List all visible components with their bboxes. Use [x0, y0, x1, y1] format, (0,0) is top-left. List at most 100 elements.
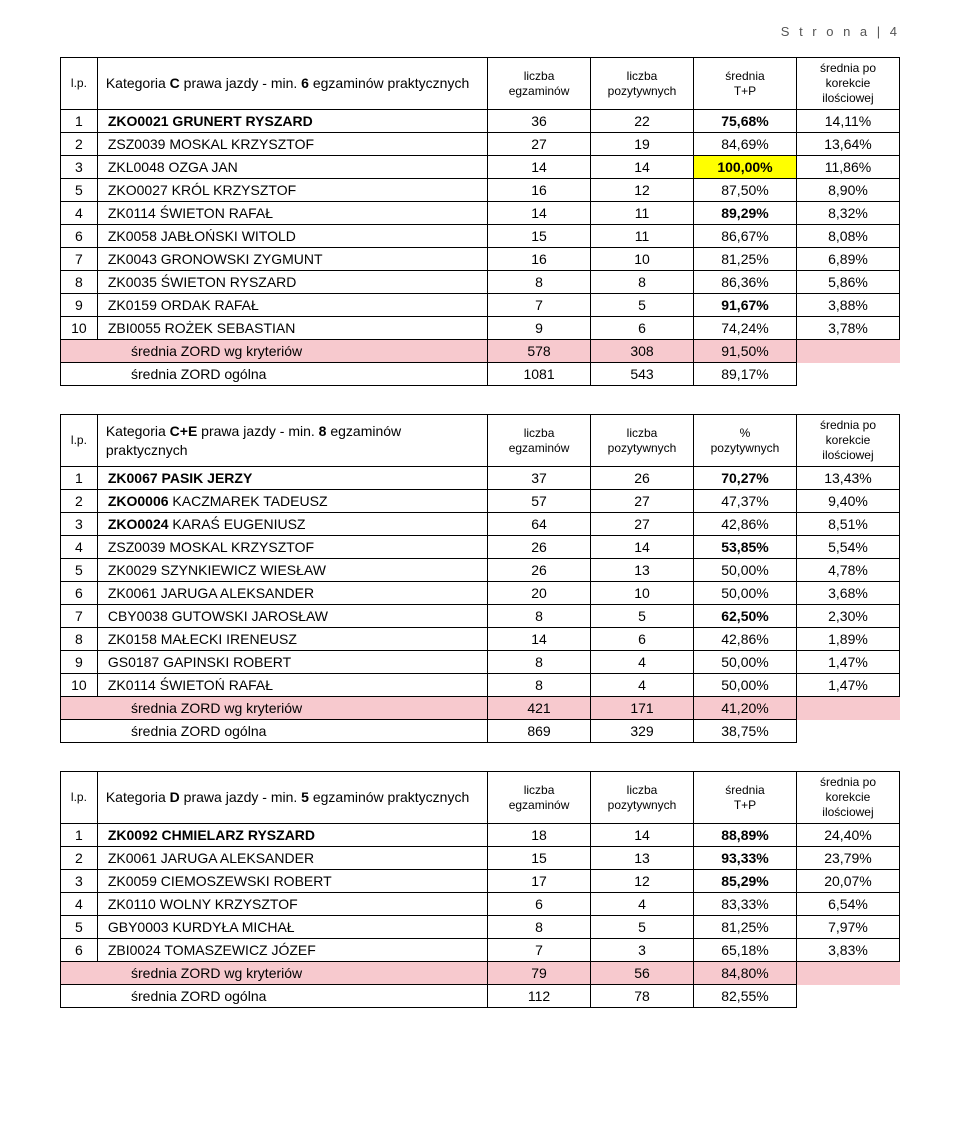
lp-cell: 6 [61, 582, 98, 605]
exams-cell: 26 [488, 536, 591, 559]
summary-label: średnia ZORD ogólna [61, 720, 488, 743]
exams-cell: 15 [488, 847, 591, 870]
summary-result: 89,17% [694, 363, 797, 386]
positive-cell: 8 [591, 271, 694, 294]
positive-cell: 10 [591, 582, 694, 605]
summary-exams: 421 [488, 697, 591, 720]
col-lp-header: l.p. [61, 58, 98, 110]
table-row: 5GBY0003 KURDYŁA MICHAŁ8581,25%7,97% [61, 916, 900, 939]
name-cell: ZKO0006 KACZMAREK TADEUSZ [97, 490, 487, 513]
positive-cell: 6 [591, 628, 694, 651]
table-row: 7ZK0043 GRONOWSKI ZYGMUNT161081,25%6,89% [61, 248, 900, 271]
correction-cell: 8,32% [796, 202, 899, 225]
result-cell: 50,00% [694, 674, 797, 697]
summary-positive: 308 [591, 340, 694, 363]
col-result-header: %pozytywnych [694, 415, 797, 467]
lp-cell: 5 [61, 179, 98, 202]
table-row: 8ZK0158 MAŁECKI IRENEUSZ14642,86%1,89% [61, 628, 900, 651]
category-title: Kategoria C+E prawa jazdy - min. 8 egzam… [97, 415, 487, 467]
col-positive-header: liczba pozytywnych [591, 415, 694, 467]
positive-cell: 3 [591, 939, 694, 962]
lp-cell: 2 [61, 133, 98, 156]
correction-cell: 5,86% [796, 271, 899, 294]
result-cell: 87,50% [694, 179, 797, 202]
summary-label: średnia ZORD wg kryteriów [61, 962, 488, 985]
positive-cell: 12 [591, 179, 694, 202]
col-lp-header: l.p. [61, 772, 98, 824]
correction-cell: 23,79% [796, 847, 899, 870]
table-row: 3ZKL0048 OZGA JAN1414100,00%11,86% [61, 156, 900, 179]
positive-cell: 11 [591, 225, 694, 248]
correction-cell: 8,90% [796, 179, 899, 202]
data-table: l.p.Kategoria C prawa jazdy - min. 6 egz… [60, 57, 900, 386]
name-cell: ZBI0024 TOMASZEWICZ JÓZEF [97, 939, 487, 962]
exams-cell: 9 [488, 317, 591, 340]
category-title: Kategoria C prawa jazdy - min. 6 egzamin… [97, 58, 487, 110]
col-exams-header: liczba egzaminów [488, 415, 591, 467]
exams-cell: 18 [488, 824, 591, 847]
summary-criteria-row: średnia ZORD wg kryteriów795684,80% [61, 962, 900, 985]
result-cell: 81,25% [694, 916, 797, 939]
summary-positive: 56 [591, 962, 694, 985]
result-cell: 70,27% [694, 467, 797, 490]
name-cell: ZK0059 CIEMOSZEWSKI ROBERT [97, 870, 487, 893]
name-cell: ZK0158 MAŁECKI IRENEUSZ [97, 628, 487, 651]
exams-cell: 7 [488, 939, 591, 962]
positive-cell: 5 [591, 916, 694, 939]
lp-cell: 10 [61, 674, 98, 697]
lp-cell: 4 [61, 202, 98, 225]
result-cell: 86,36% [694, 271, 797, 294]
name-cell: ZK0061 JARUGA ALEKSANDER [97, 847, 487, 870]
summary-general-row: średnia ZORD ogólna1127882,55% [61, 985, 900, 1008]
exams-cell: 26 [488, 559, 591, 582]
result-cell: 74,24% [694, 317, 797, 340]
name-cell: ZK0110 WOLNY KRZYSZTOF [97, 893, 487, 916]
table-row: 10ZBI0055 ROŻEK SEBASTIAN9674,24%3,78% [61, 317, 900, 340]
table-row: 4ZK0114 ŚWIETON RAFAŁ141189,29%8,32% [61, 202, 900, 225]
positive-cell: 27 [591, 513, 694, 536]
result-cell: 53,85% [694, 536, 797, 559]
positive-cell: 12 [591, 870, 694, 893]
exams-cell: 17 [488, 870, 591, 893]
table-row: 6ZK0058 JABŁOŃSKI WITOLD151186,67%8,08% [61, 225, 900, 248]
name-cell: ZKO0021 GRUNERT RYSZARD [97, 110, 487, 133]
summary-exams: 1081 [488, 363, 591, 386]
name-cell: ZK0159 ORDAK RAFAŁ [97, 294, 487, 317]
positive-cell: 19 [591, 133, 694, 156]
result-cell: 91,67% [694, 294, 797, 317]
result-cell: 86,67% [694, 225, 797, 248]
positive-cell: 6 [591, 317, 694, 340]
data-table: l.p.Kategoria D prawa jazdy - min. 5 egz… [60, 771, 900, 1008]
correction-cell: 3,83% [796, 939, 899, 962]
result-cell: 88,89% [694, 824, 797, 847]
name-cell: ZK0067 PASIK JERZY [97, 467, 487, 490]
table-row: 2ZSZ0039 MOSKAL KRZYSZTOF271984,69%13,64… [61, 133, 900, 156]
lp-cell: 3 [61, 156, 98, 179]
correction-cell: 9,40% [796, 490, 899, 513]
name-cell: ZK0061 JARUGA ALEKSANDER [97, 582, 487, 605]
correction-cell: 1,47% [796, 674, 899, 697]
summary-positive: 78 [591, 985, 694, 1008]
name-cell: ZK0058 JABŁOŃSKI WITOLD [97, 225, 487, 248]
name-cell: ZK0029 SZYNKIEWICZ WIESŁAW [97, 559, 487, 582]
correction-cell: 13,64% [796, 133, 899, 156]
exams-cell: 57 [488, 490, 591, 513]
lp-cell: 7 [61, 248, 98, 271]
summary-label: średnia ZORD ogólna [61, 363, 488, 386]
lp-cell: 8 [61, 628, 98, 651]
name-cell: GS0187 GAPINSKI ROBERT [97, 651, 487, 674]
correction-cell: 5,54% [796, 536, 899, 559]
empty-cell [796, 697, 899, 720]
summary-result: 91,50% [694, 340, 797, 363]
correction-cell: 2,30% [796, 605, 899, 628]
col-lp-header: l.p. [61, 415, 98, 467]
lp-cell: 1 [61, 824, 98, 847]
positive-cell: 4 [591, 651, 694, 674]
result-cell: 100,00% [694, 156, 797, 179]
table-row: 2ZK0061 JARUGA ALEKSANDER151393,33%23,79… [61, 847, 900, 870]
correction-cell: 11,86% [796, 156, 899, 179]
lp-cell: 7 [61, 605, 98, 628]
name-cell: ZSZ0039 MOSKAL KRZYSZTOF [97, 536, 487, 559]
name-cell: ZKO0024 KARAŚ EUGENIUSZ [97, 513, 487, 536]
summary-positive: 171 [591, 697, 694, 720]
